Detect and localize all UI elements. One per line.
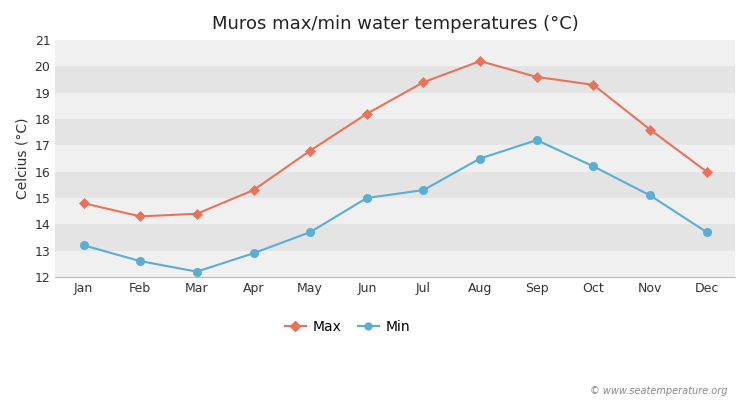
Max: [702, 169, 711, 174]
Y-axis label: Celcius (°C): Celcius (°C): [15, 118, 29, 199]
Bar: [56, 40, 735, 66]
Text: © www.seatemperature.org: © www.seatemperature.org: [590, 386, 728, 396]
Min: [136, 259, 145, 264]
Bar: [56, 224, 735, 250]
Line: Max: Max: [80, 57, 710, 220]
Min: [476, 156, 484, 161]
Bar: [56, 119, 735, 145]
Min: [362, 196, 371, 200]
Bar: [56, 172, 735, 198]
Max: [79, 201, 88, 206]
Min: [702, 230, 711, 234]
Bar: [56, 66, 735, 93]
Max: [419, 80, 428, 85]
Line: Min: Min: [80, 136, 711, 276]
Max: [589, 82, 598, 87]
Min: [532, 138, 542, 142]
Min: [249, 251, 258, 256]
Min: [306, 230, 315, 234]
Bar: [56, 145, 735, 172]
Min: [79, 243, 88, 248]
Bar: [56, 198, 735, 224]
Legend: Max, Min: Max, Min: [279, 315, 416, 340]
Max: [646, 127, 655, 132]
Max: [249, 188, 258, 192]
Min: [193, 269, 202, 274]
Min: [589, 164, 598, 169]
Max: [193, 211, 202, 216]
Max: [476, 59, 484, 64]
Max: [532, 74, 542, 79]
Min: [419, 188, 428, 192]
Bar: [56, 250, 735, 277]
Max: [306, 148, 315, 153]
Min: [646, 193, 655, 198]
Max: [136, 214, 145, 219]
Max: [362, 111, 371, 116]
Title: Muros max/min water temperatures (°C): Muros max/min water temperatures (°C): [211, 15, 578, 33]
Bar: [56, 93, 735, 119]
